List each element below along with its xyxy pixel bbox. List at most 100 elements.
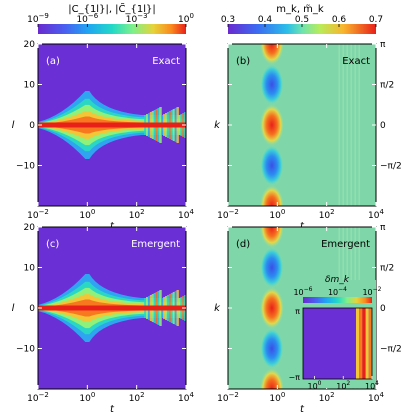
- colorbar-right-tick-label: 0.5: [295, 15, 309, 25]
- ridge-l0: [38, 122, 186, 128]
- colorbar-left-tick-label: 100: [178, 12, 194, 25]
- panel-label: (c): [46, 239, 59, 250]
- x-tick-label: 10−2: [217, 391, 239, 404]
- x-tick-label: 100: [269, 208, 285, 221]
- x-tick-label: 10−2: [27, 391, 49, 404]
- inset-column: [356, 308, 360, 379]
- late-stripe: [358, 44, 360, 206]
- inset-heatmap: [303, 308, 372, 379]
- inset-y-tick-label: π: [295, 307, 300, 316]
- y-tick-label: −π/2: [380, 162, 402, 172]
- panel-label: (a): [46, 56, 60, 67]
- inset-colorbar-label: δm_k: [325, 275, 350, 285]
- inset-colorbar-gradient: [303, 297, 372, 303]
- x-axis-label: t: [300, 404, 305, 414]
- y-tick-label: 0: [380, 121, 386, 131]
- colorbar-right-tick-label: 0.4: [258, 15, 273, 25]
- y-tick-label: −10: [16, 162, 35, 172]
- y-tick-label: π: [380, 40, 386, 50]
- inset-x-tick-label: 100: [307, 380, 321, 391]
- colorbar-left-tick-label: 10−3: [126, 12, 148, 25]
- inset-column: [362, 308, 366, 379]
- panel-label: (b): [236, 56, 250, 67]
- inset-column: [359, 308, 363, 379]
- x-tick-label: 104: [368, 391, 384, 404]
- y-tick-label: 0: [380, 304, 386, 314]
- colorbar-right-tick-label: 0.3: [221, 15, 235, 25]
- x-tick-label: 102: [319, 208, 335, 221]
- colorbar-right: m_k, m̃_k 0.3 0.4 0.5 0.6 0.7: [221, 3, 383, 34]
- late-stripe: [350, 44, 352, 206]
- red-blob: [259, 104, 284, 146]
- late-stripe: [354, 44, 356, 206]
- colorbar-right-label: m_k, m̃_k: [276, 3, 324, 15]
- panel-label: (d): [236, 239, 250, 250]
- y-axis-label: l: [12, 120, 15, 131]
- inset-frame: [302, 307, 373, 380]
- x-tick-label: 104: [178, 391, 194, 404]
- x-tick-label: 10−2: [27, 208, 49, 221]
- x-tick-label: 104: [368, 208, 384, 221]
- ridge-l0: [38, 305, 186, 311]
- colorbar-left: |C_{1l}|, |C̃_{1l}| 10−9 10−6 10−3 100: [27, 2, 194, 34]
- y-tick-label: 10: [24, 264, 36, 274]
- colorbar-right-ticks: 0.3 0.4 0.5 0.6 0.7: [221, 15, 383, 27]
- red-blob: [259, 227, 284, 248]
- x-axis-label: t: [110, 404, 115, 414]
- heatmap-body: [38, 44, 186, 206]
- y-tick-label: π/2: [380, 263, 394, 273]
- y-tick-label: π: [380, 223, 386, 233]
- inset-x-tick-label: 102: [336, 380, 350, 391]
- y-axis-label: l: [12, 303, 15, 314]
- x-tick-label: 100: [79, 208, 95, 221]
- heatmap-body: [228, 44, 376, 206]
- x-tick-label: 102: [319, 391, 335, 404]
- colorbar-left-ticks: 10−9 10−6 10−3 100: [27, 12, 194, 27]
- x-tick-label: 100: [269, 391, 285, 404]
- y-tick-label: −π/2: [380, 345, 402, 355]
- inset-colorbar-tick-label: 10−4: [328, 286, 347, 297]
- colorbar-right-tick-label: 0.7: [369, 15, 383, 25]
- x-tick-label: 102: [129, 208, 145, 221]
- red-blob: [259, 287, 284, 329]
- x-tick-label: 100: [79, 391, 95, 404]
- inset-y-tick-label: −π: [288, 373, 300, 382]
- inset-x-tick-label: 104: [365, 380, 379, 391]
- blue-blob: [259, 63, 284, 106]
- inset-column: [368, 308, 372, 379]
- late-stripe: [338, 44, 340, 206]
- colorbar-left-tick-label: 10−9: [27, 12, 49, 25]
- panel-annotation: Emergent: [131, 239, 180, 250]
- inset-colorbar-tick-label: 10−2: [362, 286, 381, 297]
- red-blob: [259, 185, 284, 206]
- red-blob: [259, 44, 284, 65]
- y-tick-label: 0: [29, 304, 35, 314]
- late-stripe: [342, 44, 344, 206]
- inset-column: [365, 308, 369, 379]
- colorbar-right-tick-label: 0.6: [332, 15, 347, 25]
- y-tick-label: 0: [29, 121, 35, 131]
- heatmap-body: [38, 227, 186, 389]
- panel-annotation: Exact: [152, 56, 180, 67]
- x-tick-label: 102: [129, 391, 145, 404]
- x-tick-label: 10−2: [217, 208, 239, 221]
- y-tick-label: 10: [24, 81, 36, 91]
- red-blob: [259, 368, 284, 389]
- y-tick-label: 20: [24, 223, 36, 233]
- blue-blob: [259, 246, 284, 289]
- y-axis-label: k: [214, 303, 221, 314]
- y-axis-label: k: [214, 120, 221, 131]
- panel-annotation: Exact: [342, 56, 370, 67]
- x-tick-label: 104: [178, 208, 194, 221]
- late-stripe: [346, 44, 348, 206]
- inset: δm_k 10−6 10−4 10−2 π −π 100 102 104: [288, 275, 381, 391]
- colorbar-left-label: |C_{1l}|, |C̃_{1l}|: [68, 2, 156, 15]
- inset-colorbar-tick-label: 10−6: [293, 286, 312, 297]
- y-tick-label: −10: [16, 345, 35, 355]
- colorbar-left-tick-label: 10−6: [76, 12, 98, 25]
